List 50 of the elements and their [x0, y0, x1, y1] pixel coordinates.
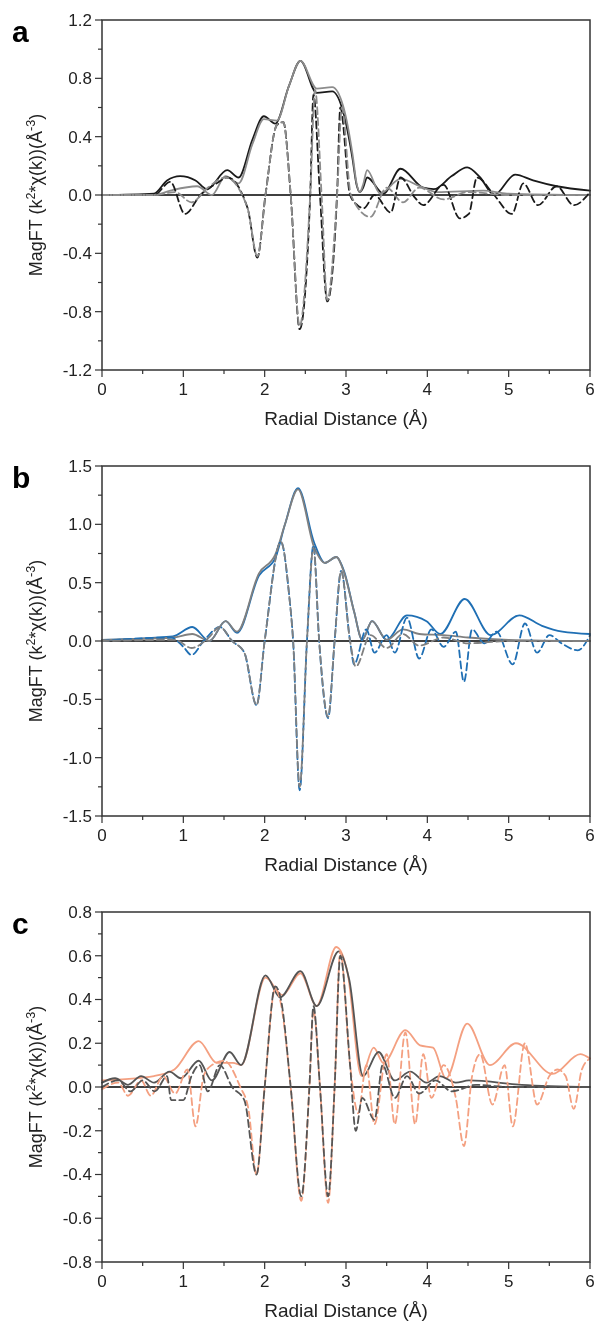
x-tick-label: 1 [178, 380, 189, 399]
y-tick-label: 0.2 [68, 1034, 92, 1054]
x-tick-label: 6 [585, 826, 595, 845]
y-tick-label: 0.5 [68, 573, 92, 593]
x-tick-label: 3 [341, 826, 351, 845]
y-tick-label: 0.0 [68, 185, 92, 205]
x-tick-label: 4 [422, 826, 433, 845]
y-tick-label: 0.8 [68, 69, 92, 89]
x-tick-label: 6 [585, 1272, 595, 1291]
x-tick-label: 6 [585, 380, 595, 399]
x-tick-label: 5 [503, 380, 514, 399]
x-tick-label: 2 [259, 380, 270, 399]
x-tick-label: 0 [97, 380, 107, 399]
x-tick-label: 2 [259, 826, 270, 845]
y-tick-label: 0.0 [68, 1077, 92, 1097]
y-tick-label: -0.8 [62, 1252, 92, 1272]
chart-title: a [12, 15, 29, 48]
y-tick-label: -1.0 [62, 748, 92, 768]
y-tick-label: 0.0 [68, 631, 92, 651]
x-tick-label: 3 [341, 380, 351, 399]
y-tick-label: -1.2 [62, 360, 92, 380]
y-tick-label: 1.5 [68, 456, 92, 476]
x-tick-label: 5 [503, 1272, 514, 1291]
x-tick-label: 1 [178, 826, 189, 845]
x-axis-title: Radial Distance (Å) [264, 1300, 428, 1321]
y-tick-label: 1.0 [68, 515, 92, 535]
chart-title: b [12, 461, 31, 494]
x-axis-title: Radial Distance (Å) [264, 854, 428, 875]
y-tick-label: 1.2 [68, 10, 92, 30]
y-tick-label: 0.6 [68, 946, 92, 966]
y-tick-label: -0.4 [62, 244, 92, 264]
y-tick-label: -0.5 [62, 690, 92, 710]
y-tick-label: 0.4 [68, 127, 92, 147]
x-tick-label: 3 [341, 1272, 351, 1291]
y-tick-label: -1.5 [62, 806, 92, 826]
y-tick-label: -0.8 [62, 302, 92, 322]
x-tick-label: 1 [178, 1272, 189, 1291]
x-tick-label: 4 [422, 380, 433, 399]
y-tick-label: -0.2 [62, 1121, 92, 1141]
y-tick-label: 0.4 [68, 990, 92, 1010]
y-tick-label: -0.6 [62, 1209, 92, 1229]
x-axis-title: Radial Distance (Å) [264, 408, 428, 429]
y-tick-label: 0.8 [68, 902, 92, 922]
x-tick-label: 4 [422, 1272, 433, 1291]
x-tick-label: 0 [97, 826, 107, 845]
x-tick-label: 0 [97, 1272, 107, 1291]
x-tick-label: 5 [503, 826, 514, 845]
x-tick-label: 2 [259, 1272, 270, 1291]
chart-title: c [12, 907, 29, 940]
y-tick-label: -0.4 [62, 1165, 92, 1185]
